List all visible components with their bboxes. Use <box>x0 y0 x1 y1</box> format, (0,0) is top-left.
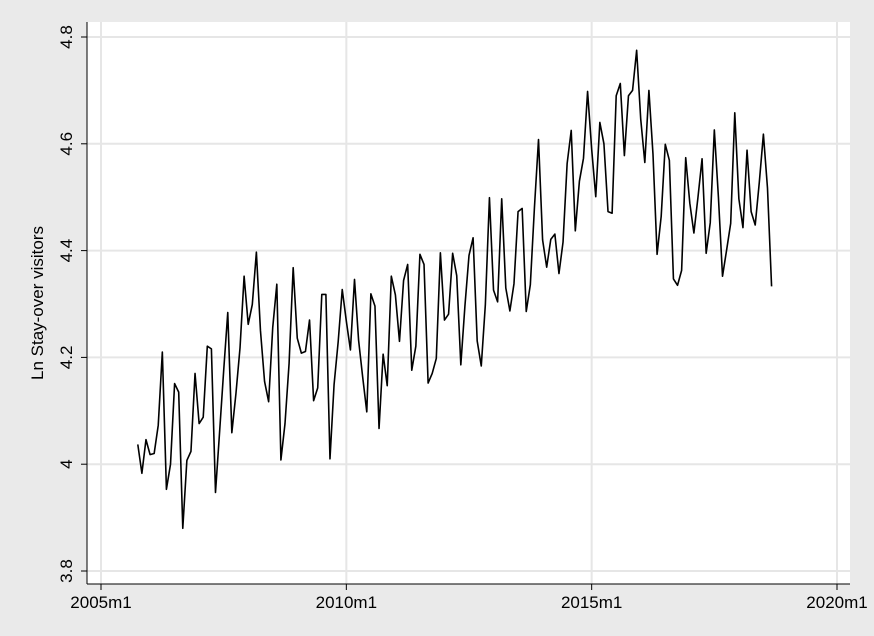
y-axis-title: Ln Stay-over visitors <box>28 226 47 380</box>
plot-area-background <box>87 22 850 584</box>
x-tick-label: 2015m1 <box>561 593 622 612</box>
y-tick-label: 4.2 <box>57 346 76 370</box>
x-gridlines <box>100 22 838 584</box>
y-tick-label: 4 <box>57 459 76 468</box>
series-line <box>137 49 773 530</box>
y-tick-label: 3.8 <box>57 559 76 583</box>
y-axis-ticks: 3.8 4 4.2 4.4 4.6 4.8 <box>57 25 87 583</box>
y-tick-label: 4.8 <box>57 25 76 49</box>
x-axis-ticks: 2005m1 2010m1 2015m1 2020m1 <box>70 584 868 612</box>
x-tick-label: 2020m1 <box>806 593 867 612</box>
y-tick-label: 4.4 <box>57 239 76 263</box>
y-tick-label: 4.6 <box>57 132 76 156</box>
x-tick-label: 2005m1 <box>70 593 131 612</box>
x-tick-label: 2010m1 <box>316 593 377 612</box>
